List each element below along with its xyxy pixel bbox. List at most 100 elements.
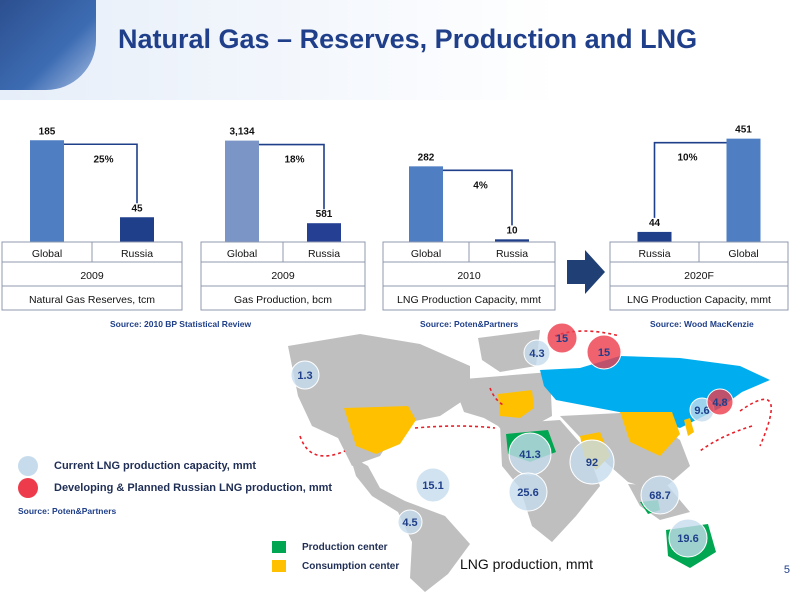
current-capacity-bubble-circle: [290, 360, 320, 390]
chart-title: LNG Production Capacity, mmt: [627, 294, 771, 306]
bar-global: [409, 166, 443, 242]
current-capacity-bubble: 41.3: [508, 432, 552, 476]
current-capacity-bubble-label: 4.3: [529, 348, 544, 360]
planned-capacity-bubble: 15: [546, 322, 578, 354]
current-capacity-bubble-label: 1.3: [297, 370, 312, 382]
current-capacity-bubble-circle: [508, 472, 548, 512]
bar-russia: [120, 217, 154, 242]
page-number: 5: [783, 564, 790, 576]
value-label: 185: [39, 126, 56, 137]
share-bracket: [259, 143, 325, 210]
current-capacity-bubble: 1.3: [290, 360, 320, 390]
planned-capacity-bubble: 4.8: [706, 388, 734, 416]
current-capacity-bubble-label: 19.6: [677, 533, 698, 545]
bar-global: [225, 140, 259, 242]
category-label: Russia: [308, 248, 340, 260]
chart-title: Natural Gas Reserves, tcm: [29, 294, 155, 306]
share-label: 4%: [473, 180, 488, 191]
value-label: 3,134: [229, 127, 254, 138]
bubbles-layer: 1.3 4.3 9.6 41.3 92 15.1 25.6 68.7 4.5 19.6 15 15 4.…: [290, 322, 734, 558]
share-bracket: [443, 169, 513, 226]
lng-production-label: LNG production, mmt: [460, 556, 594, 572]
consumption-swatch: [272, 560, 286, 572]
production-swatch: [272, 541, 286, 553]
category-label: Russia: [121, 248, 153, 260]
share-bracket: [64, 143, 138, 204]
current-capacity-bubble-label: 68.7: [649, 490, 670, 502]
planned-capacity-bubble: 15: [586, 334, 622, 370]
current-capacity-bubble-label: 9.6: [694, 405, 709, 417]
current-capacity-swatch: [18, 456, 38, 476]
bar-global: [30, 140, 64, 242]
header-background: [0, 0, 800, 100]
legend-consumption-label: Consumption center: [302, 560, 400, 572]
category-label: Global: [411, 248, 441, 260]
production-chart: 3,134 581 18% Global Russia 2009 Gas Productio…: [200, 112, 366, 312]
source-wood: Source: Wood MacKenzie: [650, 319, 754, 329]
category-label: Global: [227, 248, 257, 260]
chart-title: LNG Production Capacity, mmt: [397, 294, 541, 306]
current-capacity-bubble: 4.3: [523, 339, 551, 367]
year-label: 2009: [80, 270, 104, 282]
source-poten-top: Source: Poten&Partners: [420, 319, 519, 329]
current-capacity-bubble: 19.6: [668, 518, 708, 558]
year-label: 2020F: [684, 270, 714, 282]
current-capacity-bubble: 4.5: [397, 509, 423, 535]
planned-capacity-bubble-label: 15: [556, 333, 568, 345]
category-label: Russia: [496, 248, 528, 260]
planned-capacity-bubble-circle: [546, 322, 578, 354]
legend-production: Production center: [272, 541, 388, 553]
planned-capacity-swatch: [18, 478, 38, 498]
bar-russia: [495, 239, 529, 242]
bar-russia: [307, 223, 341, 242]
world-map: 1.3 4.3 9.6 41.3 92 15.1 25.6 68.7 4.5 19.6 15 15 4.…: [0, 316, 800, 605]
chart-svg: 282 10 4% Global Russia 2010 LNG Production Ca…: [382, 152, 556, 311]
current-capacity-bubble-circle: [397, 509, 423, 535]
share-label: 10%: [677, 153, 697, 164]
current-capacity-bubble: 68.7: [640, 475, 680, 515]
source-poten-map: Source: Poten&Partners: [18, 506, 117, 516]
chart-svg: 44 451 10% Russia Global 2020F LNG Production …: [609, 125, 789, 311]
current-capacity-bubble-label: 25.6: [517, 487, 538, 499]
legend-production-label: Production center: [302, 541, 388, 553]
lng-2020-chart: 44 451 10% Russia Global 2020F LNG Production …: [609, 112, 789, 312]
share-label: 18%: [284, 155, 304, 166]
chart-title: Gas Production, bcm: [234, 294, 332, 306]
planned-capacity-bubble-label: 15: [598, 347, 610, 359]
reserves-chart: 185 45 25% Global Russia 2009 Natural Gas Rese…: [1, 112, 183, 312]
category-label: Russia: [638, 248, 670, 260]
bar-global: [726, 138, 761, 242]
trade-route-arrows: [299, 330, 773, 457]
page-title: Natural Gas – Reserves, Production and L…: [118, 24, 698, 54]
current-capacity-bubble-circle: [569, 439, 615, 485]
value-label: 45: [131, 203, 143, 214]
value-label: 581: [316, 209, 333, 220]
value-label: 10: [506, 225, 518, 236]
current-capacity-bubble-label: 41.3: [519, 449, 540, 461]
share-label: 25%: [93, 154, 113, 165]
current-capacity-bubble-circle: [523, 339, 551, 367]
planned-capacity-bubble-circle: [586, 334, 622, 370]
current-capacity-bubble-label: 4.5: [402, 517, 417, 529]
legend-current-label: Current LNG production capacity, mmt: [54, 460, 257, 472]
value-label: 44: [649, 218, 661, 229]
chart-svg: 3,134 581 18% Global Russia 2009 Gas Productio…: [200, 127, 366, 311]
value-label: 282: [418, 152, 435, 163]
value-label: 451: [735, 125, 752, 136]
source-bp: Source: 2010 BP Statistical Review: [110, 319, 252, 329]
share-bracket: [653, 141, 727, 218]
legend-planned-label: Developing & Planned Russian LNG product…: [54, 482, 333, 494]
header-accent: [0, 0, 96, 90]
year-label: 2009: [271, 270, 295, 282]
lng-2010-chart: 282 10 4% Global Russia 2010 LNG Production Ca…: [382, 112, 556, 312]
current-capacity-bubble-circle: [668, 518, 708, 558]
planned-capacity-bubble-circle: [706, 388, 734, 416]
bar-russia: [637, 231, 672, 242]
arrow-right-icon: [567, 250, 605, 299]
category-label: Global: [32, 248, 62, 260]
legend-current: Current LNG production capacity, mmt: [18, 456, 256, 476]
current-capacity-bubble: 92: [569, 439, 615, 485]
current-capacity-bubble-label: 15.1: [422, 480, 443, 492]
legend-consumption: Consumption center: [272, 560, 399, 572]
chart-svg: 185 45 25% Global Russia 2009 Natural Gas Rese…: [1, 126, 183, 311]
